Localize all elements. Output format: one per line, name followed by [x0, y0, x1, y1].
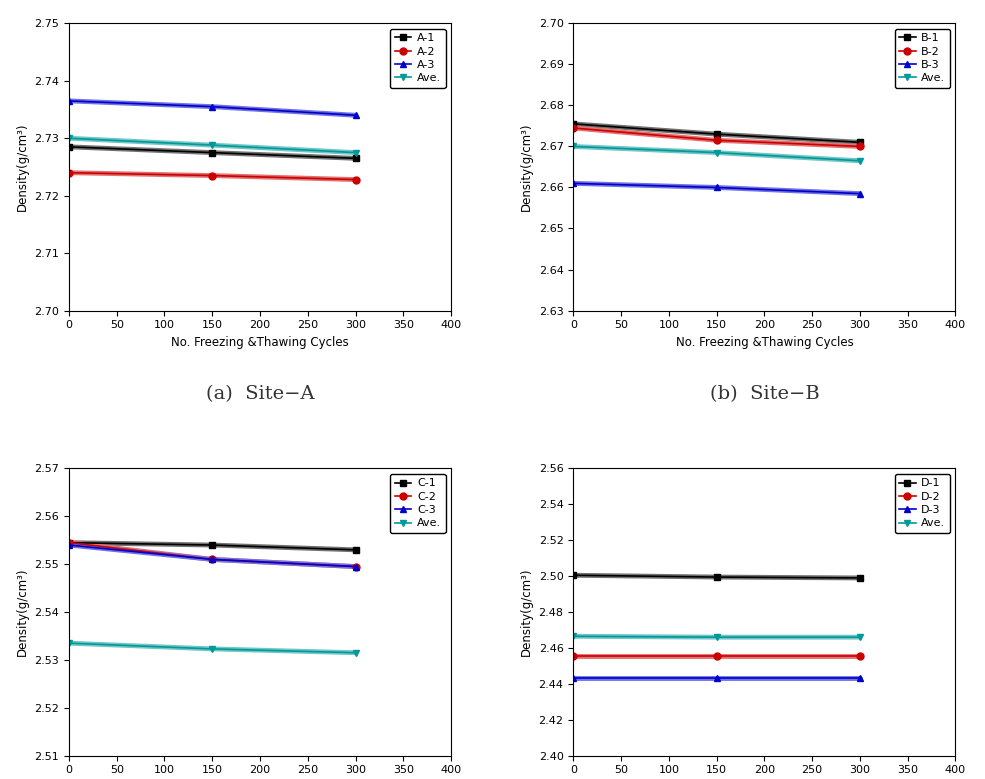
Ave.	[350, 648, 361, 657]
D-3	[854, 674, 866, 683]
Line: C-3: C-3	[65, 541, 359, 570]
Line: C-1: C-1	[65, 539, 359, 553]
Line: A-3: A-3	[65, 97, 359, 118]
C-2	[350, 562, 361, 571]
A-1	[63, 143, 75, 152]
Line: Ave.: Ave.	[65, 135, 359, 156]
Ave.	[206, 644, 218, 654]
B-2	[854, 142, 866, 151]
Line: D-1: D-1	[570, 572, 864, 581]
C-1	[350, 545, 361, 555]
Ave.	[854, 156, 866, 165]
D-1	[567, 570, 579, 580]
B-2	[711, 136, 723, 145]
Line: A-1: A-1	[65, 143, 359, 162]
A-1	[350, 153, 361, 163]
D-3	[567, 674, 579, 683]
B-3	[854, 189, 866, 199]
Ave.	[567, 632, 579, 641]
Ave.	[206, 140, 218, 150]
C-2	[63, 538, 75, 548]
Line: Ave.: Ave.	[570, 143, 864, 164]
B-1	[567, 119, 579, 129]
B-3	[567, 178, 579, 188]
X-axis label: No. Freezing &Thawing Cycles: No. Freezing &Thawing Cycles	[171, 336, 349, 349]
Ave.	[63, 639, 75, 648]
Legend: B-1, B-2, B-3, Ave.: B-1, B-2, B-3, Ave.	[894, 29, 950, 88]
Y-axis label: Density(g/cm³): Density(g/cm³)	[520, 123, 533, 211]
C-1	[63, 538, 75, 548]
Y-axis label: Density(g/cm³): Density(g/cm³)	[520, 568, 533, 656]
C-1	[206, 541, 218, 550]
Y-axis label: Density(g/cm³): Density(g/cm³)	[16, 568, 29, 656]
Line: D-2: D-2	[570, 653, 864, 660]
Ave.	[711, 633, 723, 642]
A-1	[206, 148, 218, 157]
Ave.	[350, 148, 361, 157]
Line: Ave.: Ave.	[65, 640, 359, 656]
Line: B-3: B-3	[570, 180, 864, 197]
Line: C-2: C-2	[65, 539, 359, 570]
A-3	[206, 102, 218, 111]
C-3	[206, 555, 218, 564]
B-3	[711, 183, 723, 192]
D-1	[854, 573, 866, 583]
A-2	[206, 171, 218, 180]
A-2	[63, 168, 75, 178]
Legend: A-1, A-2, A-3, Ave.: A-1, A-2, A-3, Ave.	[390, 29, 445, 88]
Legend: C-1, C-2, C-3, Ave.: C-1, C-2, C-3, Ave.	[390, 474, 445, 533]
B-2	[567, 123, 579, 132]
Line: B-1: B-1	[570, 121, 864, 146]
D-2	[711, 651, 723, 661]
Ave.	[567, 142, 579, 151]
Legend: D-1, D-2, D-3, Ave.: D-1, D-2, D-3, Ave.	[894, 474, 950, 533]
D-2	[567, 651, 579, 661]
Ave.	[711, 148, 723, 157]
Line: B-2: B-2	[570, 125, 864, 150]
Line: A-2: A-2	[65, 169, 359, 183]
B-1	[711, 129, 723, 139]
X-axis label: No. Freezing &Thawing Cycles: No. Freezing &Thawing Cycles	[676, 336, 853, 349]
Line: Ave.: Ave.	[570, 633, 864, 640]
A-2	[350, 175, 361, 185]
Text: (b)  Site−B: (b) Site−B	[709, 385, 820, 404]
D-2	[854, 651, 866, 661]
Ave.	[854, 633, 866, 642]
C-3	[350, 562, 361, 571]
Line: D-3: D-3	[570, 675, 864, 682]
A-3	[350, 111, 361, 120]
D-1	[711, 573, 723, 582]
C-3	[63, 541, 75, 550]
B-1	[854, 138, 866, 147]
D-3	[711, 674, 723, 683]
Ave.	[63, 133, 75, 143]
Y-axis label: Density(g/cm³): Density(g/cm³)	[16, 123, 29, 211]
C-2	[206, 555, 218, 564]
A-3	[63, 97, 75, 106]
Text: (a)  Site−A: (a) Site−A	[206, 385, 314, 404]
